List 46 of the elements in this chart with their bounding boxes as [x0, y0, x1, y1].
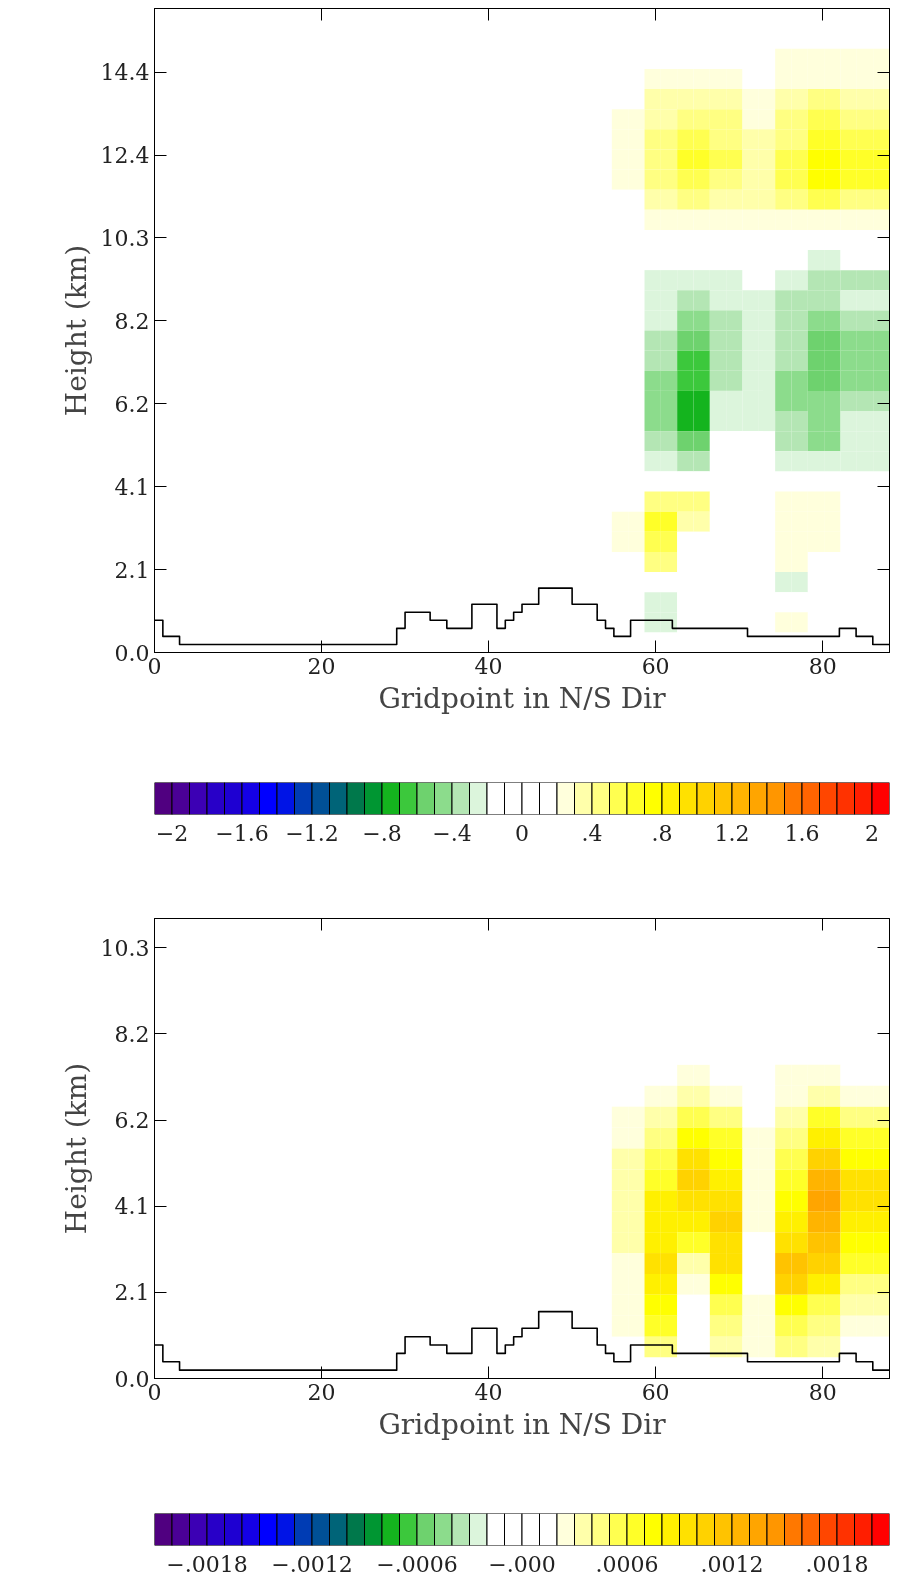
y-axis-title: Height (km) [59, 1062, 93, 1235]
color-bar-label: .8 [651, 820, 673, 846]
color-bar-label: .4 [581, 820, 603, 846]
color-bar-label: .0006 [595, 1551, 659, 1577]
x-tick-label: 0 [147, 1379, 162, 1405]
color-bar-label: −1.6 [215, 820, 269, 846]
y-tick-label: 12.4 [100, 143, 150, 169]
x-tick-label: 0 [147, 653, 162, 679]
y-tick-label: 0.0 [114, 1366, 150, 1392]
x-tick-label: 80 [808, 653, 837, 679]
color-bar-label: −.0012 [271, 1551, 353, 1577]
color-bar-label: 1.6 [784, 820, 820, 846]
x-tick-label: 40 [474, 653, 503, 679]
color-bar-label: 2 [865, 820, 879, 846]
color-bar-label: 0 [515, 820, 529, 846]
y-tick-label: 0.0 [114, 640, 150, 666]
y-tick-label: 4.1 [114, 1194, 150, 1220]
x-tick-label: 60 [641, 1379, 670, 1405]
y-tick-label: 4.1 [114, 474, 150, 500]
color-bar-label: −.0006 [376, 1551, 458, 1577]
color-bar-label: .0018 [805, 1551, 869, 1577]
y-tick-label: 2.1 [114, 557, 150, 583]
x-tick-label: 40 [474, 1379, 503, 1405]
x-tick-label: 80 [808, 1379, 837, 1405]
x-axis-title: Gridpoint in N/S Dir [378, 681, 667, 715]
color-bar-label: −1.2 [285, 820, 339, 846]
color-bar-label: −.0018 [166, 1551, 248, 1577]
y-tick-label: 6.2 [114, 1108, 150, 1134]
x-tick-label: 60 [641, 653, 670, 679]
color-bar-label: 1.2 [714, 820, 750, 846]
y-tick-label: 10.3 [100, 225, 150, 251]
x-tick-label: 20 [307, 1379, 336, 1405]
y-tick-label: 10.3 [100, 935, 150, 961]
color-bar-label: −.4 [432, 820, 472, 846]
color-bar-label: −.8 [362, 820, 402, 846]
y-tick-label: 2.1 [114, 1280, 150, 1306]
color-bar-label: −.000 [488, 1551, 556, 1577]
y-tick-label: 8.2 [114, 308, 150, 334]
y-tick-label: 14.4 [100, 60, 150, 86]
color-bar-label: −2 [155, 820, 189, 846]
y-axis-title: Height (km) [59, 244, 93, 417]
color-bar-label: .0012 [700, 1551, 764, 1577]
x-axis-title: Gridpoint in N/S Dir [378, 1407, 667, 1441]
y-tick-label: 8.2 [114, 1021, 150, 1047]
y-tick-label: 6.2 [114, 391, 150, 417]
x-tick-label: 20 [307, 653, 336, 679]
